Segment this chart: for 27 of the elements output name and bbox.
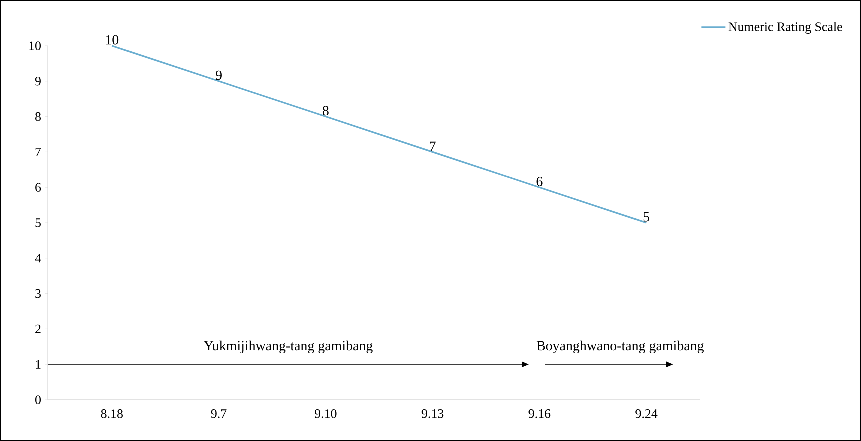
y-tick-label: 5 xyxy=(36,218,41,228)
y-tick-label: 6 xyxy=(36,183,42,192)
x-tick-label: 9.7 xyxy=(211,410,227,418)
line-series xyxy=(111,45,648,224)
data-label: 5 xyxy=(644,212,650,222)
data-label: 7 xyxy=(430,142,436,151)
annotation: Boyanghwano-tang gamibang xyxy=(536,340,704,354)
data-label: 10 xyxy=(106,35,119,45)
y-tick-label: 9 xyxy=(35,77,41,86)
data-label: 8 xyxy=(322,106,329,116)
data-label: 6 xyxy=(536,177,543,186)
legend-label: Numeric Rating Scale xyxy=(728,22,842,34)
y-tick-label: 10 xyxy=(30,42,41,50)
y-tick-label: 2 xyxy=(36,324,41,334)
y-tick-label: 7 xyxy=(36,148,42,156)
y-tick-label: 3 xyxy=(36,289,41,298)
x-tick-label: 9.10 xyxy=(315,410,337,418)
y-tick-label: 0 xyxy=(36,396,41,404)
x-tick-label: 8.18 xyxy=(101,410,123,418)
x-tick-label: 9.13 xyxy=(422,410,444,418)
y-tick-label: 4 xyxy=(35,254,42,263)
y-tick-label: 8 xyxy=(36,112,41,122)
annotation: Yukmijihwang-tang gamibang xyxy=(204,340,373,354)
data-label: 9 xyxy=(216,70,222,80)
x-tick-label: 9.24 xyxy=(636,410,658,418)
y-tick-label: 1 xyxy=(36,360,41,369)
x-tick-label: 9.16 xyxy=(528,410,551,418)
